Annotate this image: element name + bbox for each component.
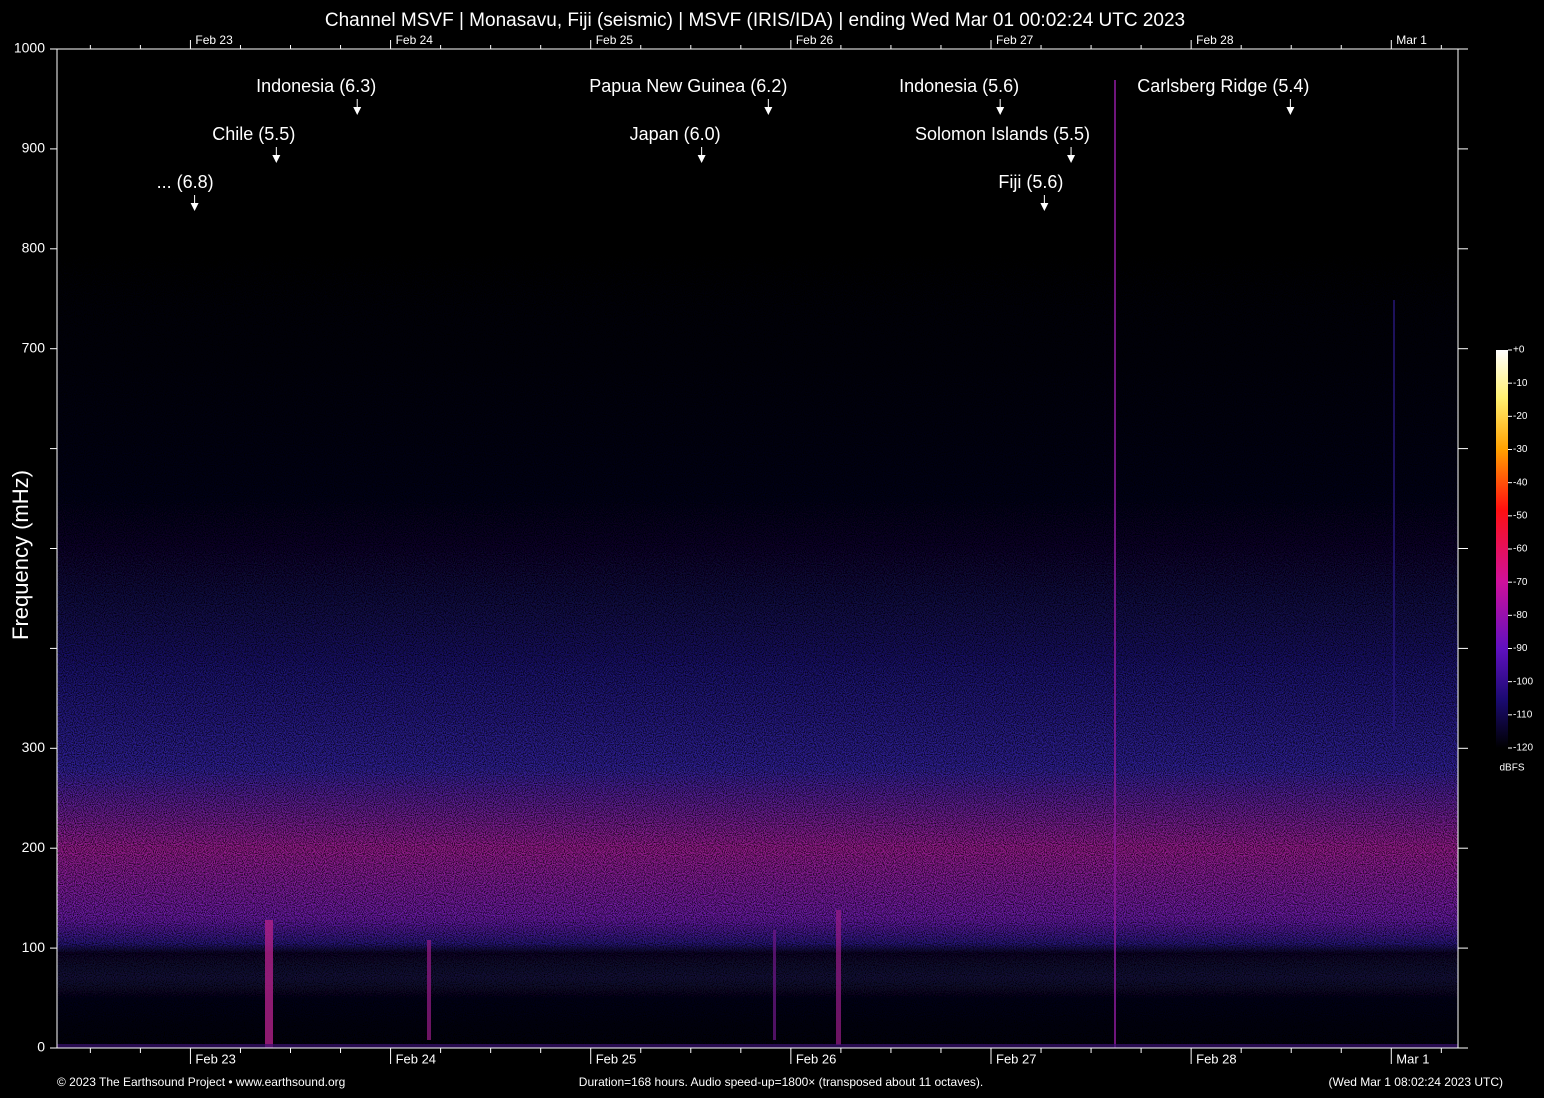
annotation-arrowhead <box>353 107 362 115</box>
colorbar-tick-label: -50 <box>1513 510 1528 521</box>
colorbar-tick-label: -10 <box>1513 378 1528 389</box>
annotation-arrowhead <box>1067 155 1076 163</box>
colorbar-tick-label: -40 <box>1513 477 1528 488</box>
annotation: Japan (6.0) <box>630 124 721 144</box>
x-tick-label: Mar 1 <box>1396 33 1427 47</box>
colorbar-tick-label: +0 <box>1513 345 1525 356</box>
x-tick-label: Feb 25 <box>596 33 634 47</box>
annotation-arrowhead <box>697 155 706 163</box>
x-tick-label: Mar 1 <box>1396 1051 1429 1066</box>
y-tick-label: 100 <box>22 939 46 955</box>
x-tick-label: Feb 28 <box>1196 33 1234 47</box>
y-axis-label: Frequency (mHz) <box>8 470 33 640</box>
x-tick-label: Feb 26 <box>796 1051 836 1066</box>
x-tick-label: Feb 23 <box>195 1051 235 1066</box>
x-tick-label: Feb 23 <box>195 33 233 47</box>
annotation: Indonesia (5.6) <box>899 76 1019 96</box>
y-tick-label: 700 <box>22 339 46 355</box>
annotation-arrowhead <box>1286 107 1295 115</box>
y-tick-label: 200 <box>22 839 46 855</box>
annotation: Indonesia (6.3) <box>256 76 376 96</box>
x-tick-label: Feb 24 <box>396 1051 436 1066</box>
colorbar-tick-label: -80 <box>1513 610 1528 621</box>
colorbar <box>1496 350 1508 748</box>
footer-left: © 2023 The Earthsound Project • www.eart… <box>57 1075 345 1089</box>
x-tick-label: Feb 24 <box>396 33 434 47</box>
y-tick-label: 1000 <box>14 40 45 56</box>
x-tick-label: Feb 28 <box>1196 1051 1236 1066</box>
x-tick-label: Feb 26 <box>796 33 834 47</box>
annotation-arrowhead <box>272 155 281 163</box>
annotation-arrowhead <box>764 107 773 115</box>
y-tick-label: 0 <box>37 1039 45 1055</box>
annotation: Carlsberg Ridge (5.4) <box>1137 76 1309 96</box>
annotation: Papua New Guinea (6.2) <box>589 76 787 96</box>
y-tick-label: 300 <box>22 739 46 755</box>
colorbar-tick-label: -120 <box>1513 743 1533 754</box>
colorbar-tick-label: -60 <box>1513 544 1528 555</box>
colorbar-tick-label: -90 <box>1513 643 1528 654</box>
y-tick-label: 900 <box>22 140 46 156</box>
footer-center: Duration=168 hours. Audio speed-up=1800×… <box>579 1075 983 1089</box>
x-tick-label: Feb 27 <box>996 33 1034 47</box>
footer-right: (Wed Mar 1 08:02:24 2023 UTC) <box>1328 1075 1503 1089</box>
annotation: Fiji (5.6) <box>998 172 1063 192</box>
annotation: ... (6.8) <box>157 172 214 192</box>
spectrogram <box>57 49 1458 1048</box>
colorbar-label: dBFS <box>1499 763 1524 774</box>
x-tick-label: Feb 25 <box>596 1051 636 1066</box>
colorbar-tick-label: -100 <box>1513 676 1533 687</box>
annotation: Solomon Islands (5.5) <box>915 124 1090 144</box>
colorbar-tick-label: -110 <box>1513 709 1533 720</box>
annotation-arrowhead <box>190 203 199 211</box>
annotation: Chile (5.5) <box>212 124 295 144</box>
y-tick-label: 800 <box>22 240 46 256</box>
colorbar-tick-label: -20 <box>1513 411 1528 422</box>
x-tick-label: Feb 27 <box>996 1051 1036 1066</box>
colorbar-tick-label: -30 <box>1513 444 1528 455</box>
colorbar-tick-label: -70 <box>1513 577 1528 588</box>
annotation-arrowhead <box>996 107 1005 115</box>
chart-title: Channel MSVF | Monasavu, Fiji (seismic) … <box>325 10 1185 31</box>
annotation-arrowhead <box>1040 203 1049 211</box>
